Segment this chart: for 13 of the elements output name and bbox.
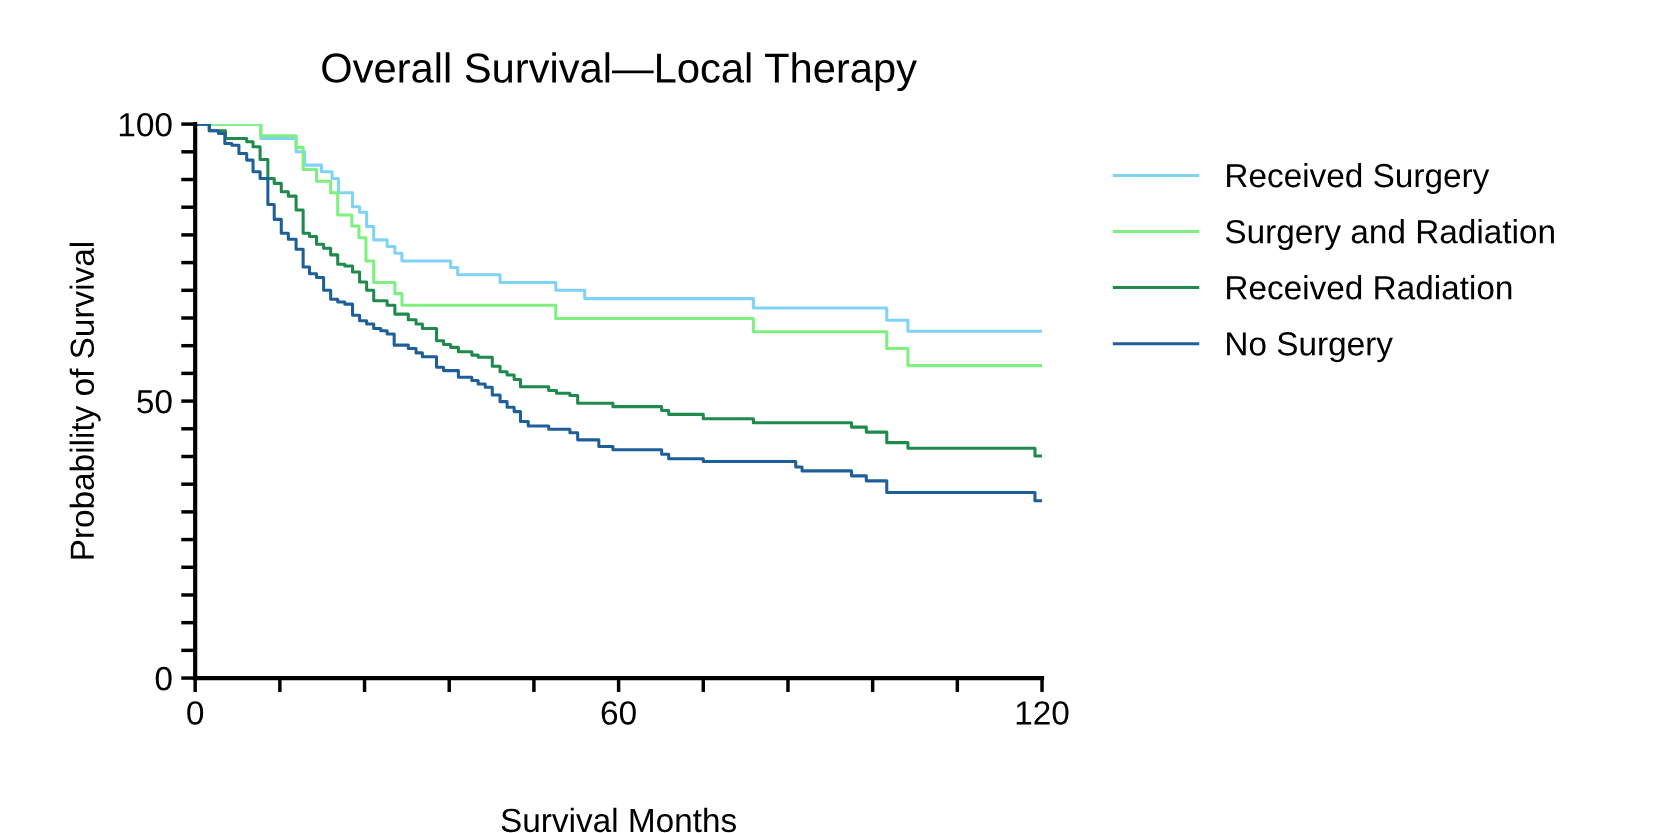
y-axis-title: Probability of Survival [69, 243, 101, 559]
legend-label: Surgery and Radiation [1225, 219, 1554, 251]
chart-title: Overall Survival—Local Therapy [322, 52, 917, 92]
x-tick-label: 120 [1016, 701, 1069, 725]
y-tick-label: 100 [119, 112, 172, 137]
y-tick-label: 0 [155, 666, 172, 691]
x-axis-title: Survival Months [501, 807, 736, 833]
legend-label: No Surgery [1227, 332, 1393, 363]
x-tick-label: 60 [601, 701, 636, 725]
legend-label: Received Surgery [1227, 162, 1490, 195]
y-tick-label: 50 [137, 389, 172, 414]
legend-label: Received Radiation [1227, 275, 1512, 300]
x-tick-label: 0 [187, 701, 204, 725]
